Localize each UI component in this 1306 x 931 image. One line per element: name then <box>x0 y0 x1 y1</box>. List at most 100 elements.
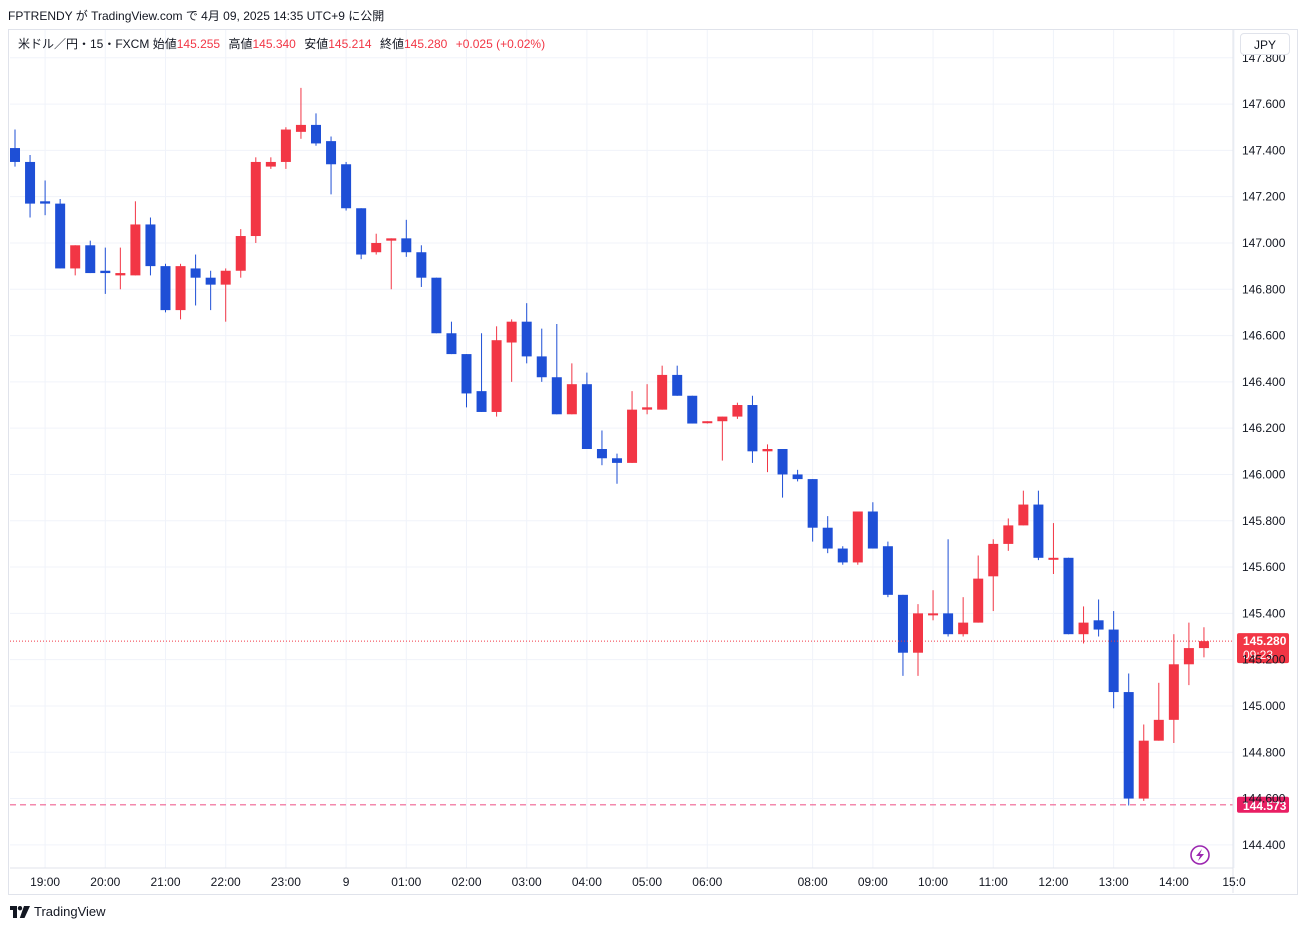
candle-body <box>190 268 201 278</box>
candle-body <box>1153 719 1164 741</box>
candle-down <box>401 219 412 257</box>
currency-button[interactable]: JPY <box>1240 33 1290 55</box>
candle-up <box>506 319 517 382</box>
candle-body <box>1033 504 1044 558</box>
time-tick-label: 22:00 <box>211 875 241 889</box>
time-tick-label: 01:00 <box>391 875 421 889</box>
price-tick-label: 145.800 <box>1242 514 1286 528</box>
price-tick-label: 146.000 <box>1242 467 1286 481</box>
candle-down <box>747 395 758 463</box>
candle-body <box>943 613 954 635</box>
candle-body <box>371 242 382 253</box>
candle-down <box>687 395 698 424</box>
candle-down <box>672 365 683 396</box>
candle-down <box>446 321 457 355</box>
candle-body <box>973 578 984 623</box>
candle-body <box>175 266 186 311</box>
candle-up <box>657 365 668 410</box>
change-value: +0.025 (+0.02%) <box>455 37 546 51</box>
time-tick-label: 19:00 <box>30 875 60 889</box>
candle-series <box>10 87 1209 806</box>
footer-brand-text: TradingView <box>34 904 106 919</box>
candle-body <box>265 161 276 167</box>
candle-body <box>446 333 457 355</box>
candle-body <box>536 356 547 378</box>
candle-body <box>792 474 803 480</box>
candle-body <box>1198 641 1209 649</box>
candle-down <box>341 161 352 211</box>
time-tick-label: 10:00 <box>918 875 948 889</box>
candle-down <box>10 129 20 167</box>
publish-caption: FPTRENDY が TradingView.com で 4月 09, 2025… <box>8 9 385 23</box>
candle-up <box>371 233 382 255</box>
candle-body <box>40 201 51 204</box>
time-tick-label: 08:00 <box>798 875 828 889</box>
candle-down <box>1063 557 1074 635</box>
candle-up <box>220 268 231 322</box>
candle-up <box>1138 724 1149 801</box>
candle-up <box>1018 490 1029 526</box>
candle-up <box>1003 518 1014 551</box>
candle-up <box>1048 523 1059 575</box>
candle-body <box>356 208 367 255</box>
close-label: 終値 <box>379 37 404 51</box>
candle-body <box>822 527 833 549</box>
candle-body <box>205 277 216 285</box>
price-tick-label: 147.000 <box>1242 236 1286 250</box>
symbol-label[interactable]: 米ドル／円・15・FXCM <box>18 37 150 51</box>
candle-body <box>1093 620 1104 630</box>
candle-up <box>386 238 397 290</box>
candle-up <box>988 539 999 612</box>
candle-body <box>506 321 517 343</box>
price-tick-label: 146.600 <box>1242 329 1286 343</box>
candle-up <box>295 87 306 139</box>
candle-down <box>205 270 216 311</box>
candle-up <box>762 444 773 473</box>
candle-down <box>476 333 487 412</box>
price-tick-label: 144.600 <box>1242 792 1286 806</box>
candle-body <box>882 546 893 595</box>
candle-body <box>1138 740 1149 799</box>
candle-body <box>341 164 352 209</box>
candle-down <box>1033 490 1044 561</box>
time-tick-label: 23:00 <box>271 875 301 889</box>
price-tick-label: 145.400 <box>1242 606 1286 620</box>
price-tick-label: 145.000 <box>1242 699 1286 713</box>
lightning-alert-icon[interactable] <box>1190 845 1210 865</box>
candle-down <box>581 372 592 449</box>
candle-down <box>612 453 622 484</box>
candle-body <box>280 129 291 162</box>
candle-down <box>40 180 51 216</box>
high-label: 高値 <box>228 37 253 51</box>
candle-down <box>521 303 532 364</box>
candle-body <box>326 141 337 165</box>
candle-up <box>115 247 126 290</box>
candle-body <box>687 395 698 424</box>
candle-up <box>1198 627 1209 658</box>
candle-down <box>897 594 908 676</box>
chart-grid <box>10 30 1235 868</box>
candle-body <box>220 270 231 285</box>
candle-down <box>85 240 96 274</box>
candle-body <box>401 238 412 253</box>
candle-body <box>612 458 622 463</box>
candle-body <box>1048 557 1059 560</box>
candle-down <box>551 323 562 415</box>
candle-body <box>566 384 577 415</box>
candle-body <box>672 374 683 396</box>
time-tick-label: 20:00 <box>90 875 120 889</box>
candle-body <box>25 161 36 204</box>
candle-down <box>807 479 818 542</box>
candle-down <box>461 354 472 408</box>
lightning-alert-ring <box>1190 845 1210 865</box>
candle-down <box>1108 611 1119 709</box>
time-axis: 19:00 20:00 21:00 22:00 23:00 9 01:00 02:00 03:0… <box>10 867 1246 889</box>
candle-up <box>250 157 261 243</box>
candle-down <box>822 516 833 554</box>
candle-up <box>717 416 728 461</box>
candle-body <box>85 245 96 274</box>
candle-down <box>190 254 201 306</box>
candle-body <box>160 266 171 311</box>
tradingview-logo[interactable]: TradingView <box>10 904 106 919</box>
